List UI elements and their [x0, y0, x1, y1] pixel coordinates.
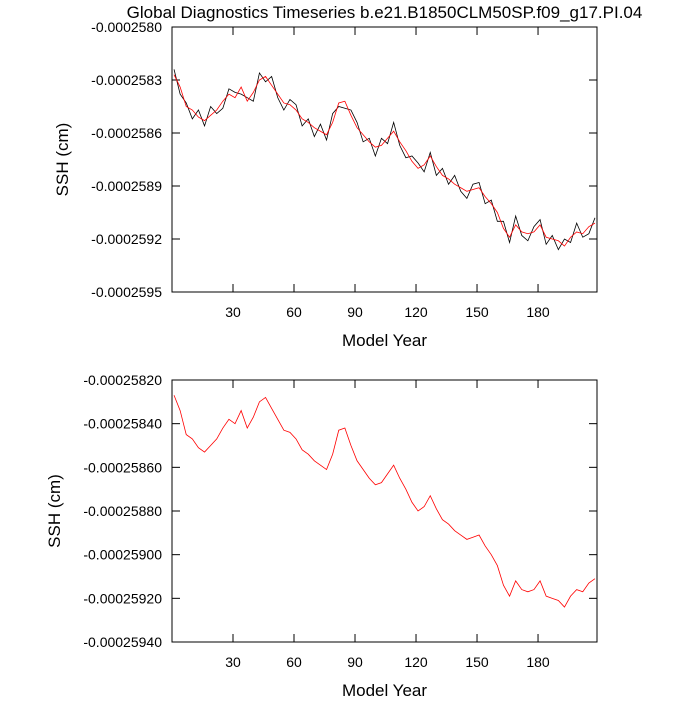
y-axis-label: SSH (cm) [45, 474, 64, 548]
series-line [173, 69, 596, 251]
y-tick-label: -0.00025920 [83, 590, 162, 606]
y-tick-label: -0.0002589 [91, 178, 162, 194]
y-tick-label: -0.00025900 [83, 547, 162, 563]
x-tick-label: 30 [225, 654, 241, 670]
x-tick-label: 120 [404, 654, 428, 670]
y-axis-label: SSH (cm) [53, 123, 72, 197]
x-tick-label: 90 [347, 304, 363, 320]
x-tick-label: 150 [465, 654, 489, 670]
x-tick-label: 180 [526, 654, 550, 670]
y-tick-label: -0.00025840 [83, 416, 162, 432]
plot-frame [171, 26, 598, 293]
x-tick-label: 150 [465, 304, 489, 320]
y-tick-label: -0.0002583 [91, 72, 162, 88]
y-tick-label: -0.00025860 [83, 459, 162, 475]
x-tick-label: 120 [404, 304, 428, 320]
series-line [173, 74, 596, 247]
series-line [173, 395, 596, 608]
y-tick-label: -0.0002580 [91, 19, 162, 35]
y-tick-label: -0.0002595 [91, 284, 162, 300]
chart-title: Global Diagnostics Timeseries b.e21.B185… [127, 3, 643, 22]
plot-frame [171, 379, 598, 643]
y-tick-label: -0.00025940 [83, 634, 162, 650]
x-tick-label: 180 [526, 304, 550, 320]
x-tick-label: 60 [286, 654, 302, 670]
x-axis-label: Model Year [342, 331, 427, 350]
x-tick-label: 60 [286, 304, 302, 320]
y-tick-label: -0.00025880 [83, 503, 162, 519]
x-tick-label: 90 [347, 654, 363, 670]
y-tick-label: -0.0002592 [91, 231, 162, 247]
x-axis-label: Model Year [342, 681, 427, 700]
y-tick-label: -0.0002586 [91, 125, 162, 141]
y-tick-label: -0.00025820 [83, 372, 162, 388]
x-tick-label: 30 [225, 304, 241, 320]
